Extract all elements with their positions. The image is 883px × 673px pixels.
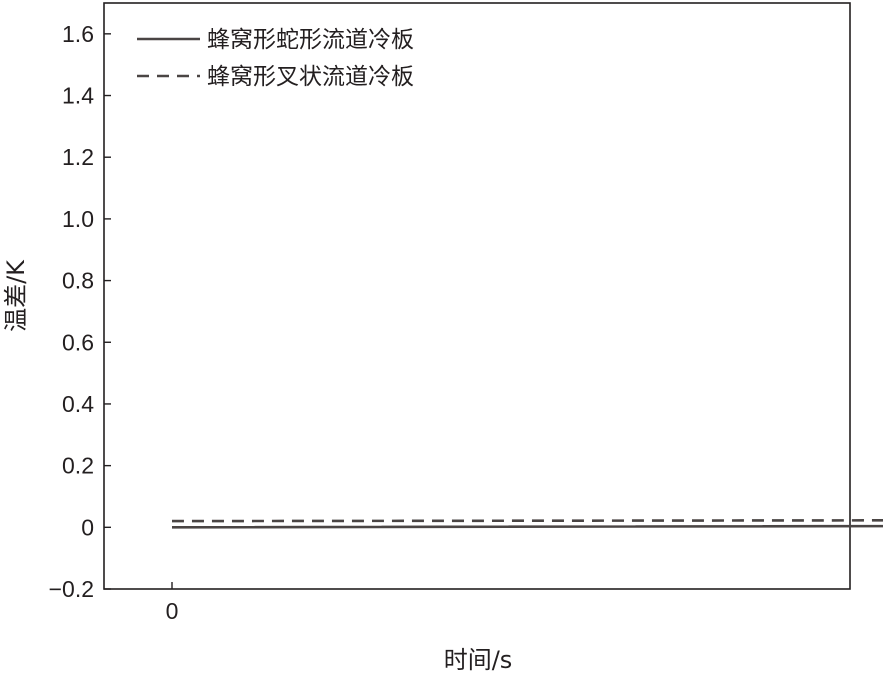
series-line-1 bbox=[171, 524, 883, 529]
y-tick-label: 1.6 bbox=[62, 21, 94, 47]
x-axis-title: 时间/s bbox=[444, 646, 513, 673]
x-axis: 010002000300040005000 bbox=[166, 582, 179, 624]
y-tick-label: 1.0 bbox=[62, 206, 94, 232]
y-axis: −0.2 0 0.2 0.4 0.6 0.8 1.0 1.2 1.4 1.6 bbox=[49, 21, 111, 602]
y-tick-label: 0.8 bbox=[62, 268, 94, 294]
y-tick-label: 0.6 bbox=[62, 329, 94, 355]
y-tick-label: 0.4 bbox=[62, 391, 94, 417]
y-tick-label: 0 bbox=[81, 514, 94, 540]
y-axis-title: 温差/K bbox=[2, 259, 30, 332]
plot-frame bbox=[103, 2, 851, 590]
y-tick-label: 1.4 bbox=[62, 83, 94, 109]
y-tick-label: 1.2 bbox=[62, 144, 94, 170]
legend-label-2: 蜂窝形叉状流道冷板 bbox=[207, 64, 414, 90]
x-tick-label: 0 bbox=[166, 598, 179, 624]
y-tick-label: 0.2 bbox=[62, 453, 94, 479]
legend-label-1: 蜂窝形蛇形流道冷板 bbox=[207, 27, 414, 53]
series-line-2 bbox=[171, 519, 883, 523]
y-tick-label: −0.2 bbox=[49, 576, 94, 602]
series-layer bbox=[171, 519, 883, 529]
